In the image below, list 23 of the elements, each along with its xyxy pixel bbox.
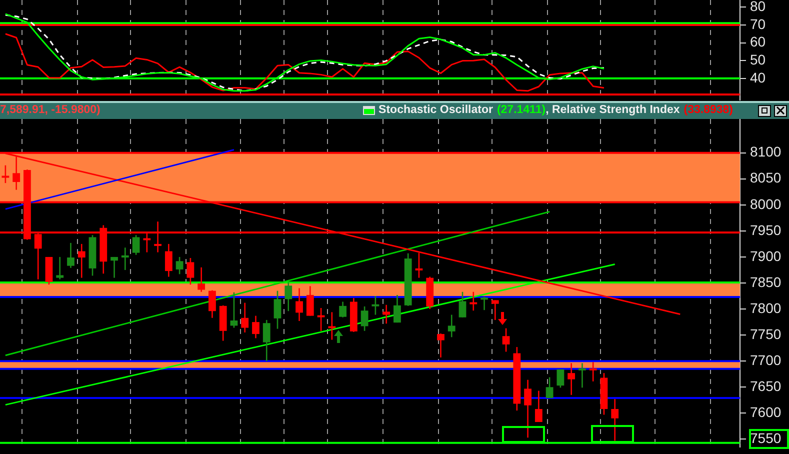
text: 7,589.91, -15.9800) xyxy=(0,104,100,116)
y-tick-label: 7650 xyxy=(750,378,782,394)
y-tick-label: 7550 xyxy=(750,430,782,446)
text: (27.1411) xyxy=(496,104,546,116)
series-label: Relative Strength Index xyxy=(552,104,680,116)
y-tick-label: 7750 xyxy=(750,326,782,342)
y-tick-label: 7600 xyxy=(750,404,782,420)
y-tick-label: 80 xyxy=(750,0,766,14)
y-tick-label: 40 xyxy=(750,69,766,86)
legend-label: Stochastic Oscillator xyxy=(378,104,493,116)
y-tick-label: 8100 xyxy=(750,144,782,160)
text: (33.8938) xyxy=(684,104,733,116)
y-tick-label: 60 xyxy=(750,34,766,50)
y-tick-label: 7700 xyxy=(750,352,782,368)
y-tick-label: 7900 xyxy=(750,248,782,264)
y-tick-label: 50 xyxy=(750,51,766,68)
y-tick-label: 8050 xyxy=(750,170,782,186)
text: , xyxy=(546,104,550,116)
y-tick-label: 7850 xyxy=(750,274,782,290)
y-tick-label: 7950 xyxy=(750,222,782,238)
y-tick-label: 8000 xyxy=(750,196,782,212)
y-tick-label: 7800 xyxy=(750,300,782,316)
y-tick-label: 70 xyxy=(750,16,766,32)
